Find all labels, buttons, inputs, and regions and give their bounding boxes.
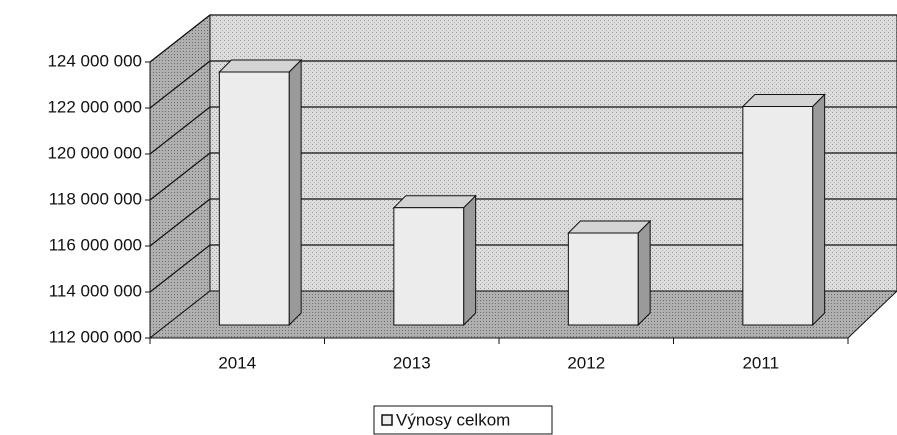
- y-tick-label: 116 000 000: [49, 235, 142, 254]
- grid-line: [149, 14, 211, 63]
- y-tick-label: 112 000 000: [49, 327, 142, 346]
- bar-side: [463, 194, 477, 327]
- bar-side: [288, 58, 302, 327]
- plot: 112 000 000 114 000 000 116 000 000 118 000…: [47, 14, 897, 372]
- bar-top: [567, 220, 652, 234]
- legend-box: [373, 405, 553, 435]
- grid-line: [149, 198, 211, 247]
- x-tick-label: 2014: [218, 353, 256, 372]
- bar-top: [741, 94, 826, 107]
- bar-top: [218, 59, 303, 73]
- bar-side: [637, 219, 651, 327]
- bar-side: [812, 93, 826, 327]
- bar: [393, 207, 465, 326]
- bar: [567, 232, 639, 326]
- y-tick-label: 124 000 000: [47, 51, 142, 70]
- y-tick-label: 114 000 000: [49, 281, 142, 300]
- grid-line: [149, 152, 211, 201]
- floor: [148, 290, 897, 339]
- x-tick-label: 2012: [567, 353, 605, 372]
- x-tick-label: 2013: [393, 353, 431, 372]
- bar: [218, 71, 290, 326]
- grid-line: [149, 106, 211, 155]
- legend-swatch: [381, 414, 393, 426]
- grid-line: [149, 244, 211, 293]
- x-tick-label: 2011: [742, 353, 779, 372]
- legend-label: Výnosy celkom: [396, 410, 510, 429]
- y-tick-label: 118 000 000: [49, 189, 142, 208]
- grid-line: [149, 60, 211, 109]
- y-tick-label: 122 000 000: [47, 97, 142, 116]
- y-tick-label: 120 000 000: [47, 143, 142, 162]
- bar-top: [392, 195, 477, 209]
- bar: [742, 106, 814, 326]
